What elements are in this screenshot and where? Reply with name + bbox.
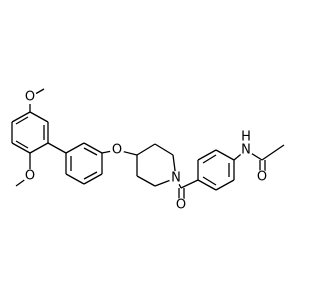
bonds [11, 88, 285, 205]
atom-label: O [176, 198, 186, 213]
atom-label: O [112, 143, 122, 158]
atom-label: O [25, 169, 35, 184]
atom-labels: O O O N O N H O [23, 90, 269, 213]
atom-label: H [241, 130, 251, 145]
atom-label: N [171, 171, 181, 186]
atom-label: N [241, 143, 251, 158]
atom-label: O [257, 170, 267, 185]
molecule-structure: O O O N O N H O [11, 88, 285, 213]
atom-label: O [25, 90, 35, 105]
